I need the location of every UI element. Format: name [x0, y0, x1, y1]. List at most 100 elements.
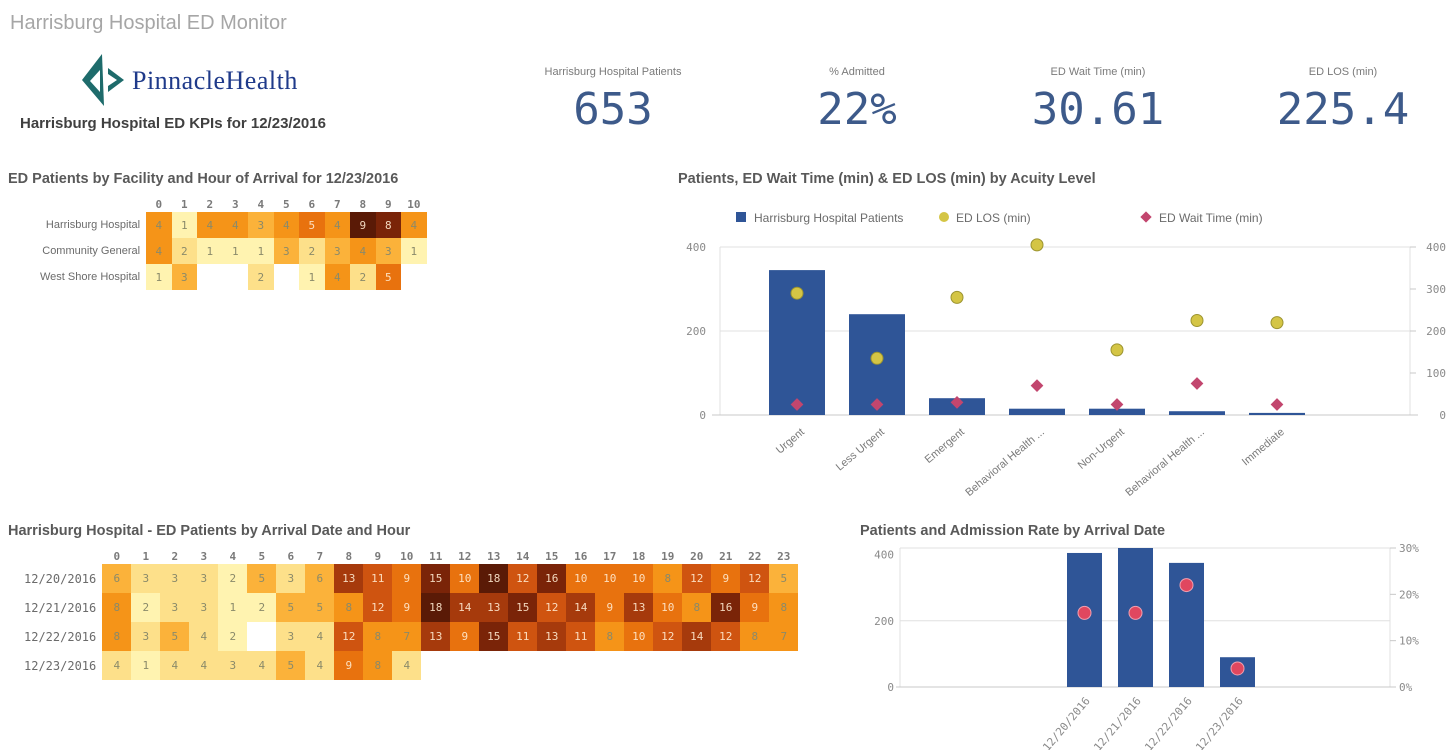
heatmap-cell[interactable]: 11: [566, 622, 596, 651]
heatmap-cell[interactable]: 4: [247, 651, 277, 680]
los-point[interactable]: [950, 290, 964, 304]
heatmap-cell[interactable]: 3: [171, 264, 198, 290]
heatmap-cell[interactable]: 4: [189, 651, 219, 680]
heatmap-cell[interactable]: 14: [450, 593, 480, 622]
heatmap-cell[interactable]: 12: [363, 593, 393, 622]
heatmap-cell[interactable]: 4: [102, 651, 132, 680]
heatmap-cell[interactable]: 9: [392, 593, 422, 622]
bar[interactable]: [1169, 411, 1225, 415]
admission-rate-point[interactable]: [1230, 661, 1245, 676]
heatmap-cell[interactable]: 4: [350, 238, 376, 264]
heatmap-cell[interactable]: [566, 651, 595, 680]
heatmap-cell[interactable]: [769, 651, 798, 680]
heatmap-cell[interactable]: 3: [273, 238, 300, 264]
heatmap-cell[interactable]: 11: [363, 564, 393, 593]
heatmap-cell[interactable]: 1: [248, 238, 274, 264]
heatmap-cell[interactable]: 13: [479, 593, 509, 622]
heatmap-cell[interactable]: 5: [299, 212, 325, 238]
heatmap-cell[interactable]: 2: [218, 564, 248, 593]
heatmap-cell[interactable]: 9: [350, 212, 376, 238]
heatmap-cell[interactable]: 6: [305, 564, 335, 593]
heatmap-cell[interactable]: 3: [131, 622, 161, 651]
bar[interactable]: [1009, 408, 1065, 415]
heatmap-cell[interactable]: [537, 651, 566, 680]
heatmap-cell[interactable]: 5: [769, 564, 799, 593]
heatmap-cell[interactable]: 4: [197, 212, 223, 238]
heatmap-cell[interactable]: 10: [624, 564, 654, 593]
heatmap-cell[interactable]: 2: [299, 238, 325, 264]
heatmap-cell[interactable]: 3: [218, 651, 248, 680]
heatmap-cell[interactable]: 2: [171, 238, 198, 264]
heatmap-cell[interactable]: 4: [222, 212, 249, 238]
heatmap-cell[interactable]: [223, 264, 249, 290]
heatmap-cell[interactable]: 9: [595, 593, 625, 622]
heatmap-cell[interactable]: 16: [711, 593, 741, 622]
wait-point[interactable]: [1030, 379, 1044, 392]
heatmap-cell[interactable]: 16: [537, 564, 567, 593]
heatmap-cell[interactable]: [711, 651, 740, 680]
los-point[interactable]: [1270, 316, 1284, 330]
heatmap-cell[interactable]: 8: [653, 564, 683, 593]
admission-rate-point[interactable]: [1179, 578, 1194, 593]
heatmap-cell[interactable]: 4: [324, 264, 351, 290]
bar[interactable]: [1249, 412, 1305, 415]
heatmap-cell[interactable]: 5: [160, 622, 190, 651]
heatmap-cell[interactable]: 4: [324, 212, 351, 238]
heatmap-cell[interactable]: 2: [350, 264, 376, 290]
heatmap-cell[interactable]: 9: [334, 651, 364, 680]
heatmap-cell[interactable]: 1: [218, 593, 248, 622]
heatmap-cell[interactable]: 12: [508, 564, 538, 593]
heatmap-cell[interactable]: 13: [624, 593, 654, 622]
heatmap-cell[interactable]: 8: [740, 622, 770, 651]
admission-chart[interactable]: 02004000%10%20%30%12/20/201612/21/201612…: [850, 540, 1454, 750]
date-heatmap[interactable]: 0 1 2 3 4 5 6 7 8 9 10 11 12 13 14 15 16 17 18 19 20 21 22 23 12…: [24, 548, 799, 680]
heatmap-cell[interactable]: 5: [375, 264, 402, 290]
heatmap-cell[interactable]: 10: [624, 622, 654, 651]
heatmap-cell[interactable]: 9: [711, 564, 741, 593]
heatmap-cell[interactable]: 3: [189, 593, 219, 622]
heatmap-cell[interactable]: 9: [740, 593, 770, 622]
heatmap-cell[interactable]: [740, 651, 769, 680]
heatmap-cell[interactable]: 14: [682, 622, 712, 651]
heatmap-cell[interactable]: 1: [171, 212, 198, 238]
heatmap-cell[interactable]: [401, 264, 427, 290]
heatmap-cell[interactable]: 4: [189, 622, 219, 651]
heatmap-cell[interactable]: [595, 651, 624, 680]
heatmap-cell[interactable]: 12: [653, 622, 683, 651]
heatmap-cell[interactable]: 8: [769, 593, 799, 622]
heatmap-cell[interactable]: 5: [276, 593, 306, 622]
wait-point[interactable]: [1190, 377, 1204, 390]
heatmap-cell[interactable]: 15: [508, 593, 538, 622]
heatmap-cell[interactable]: 8: [682, 593, 712, 622]
heatmap-cell[interactable]: [450, 651, 479, 680]
heatmap-cell[interactable]: 8: [363, 651, 393, 680]
wait-point[interactable]: [1270, 398, 1284, 411]
heatmap-cell[interactable]: 10: [595, 564, 625, 593]
heatmap-cell[interactable]: 1: [197, 238, 223, 264]
heatmap-cell[interactable]: 4: [160, 651, 190, 680]
heatmap-cell[interactable]: 8: [334, 593, 364, 622]
heatmap-cell[interactable]: 3: [276, 622, 306, 651]
heatmap-cell[interactable]: 4: [146, 212, 172, 238]
heatmap-cell[interactable]: 3: [189, 564, 219, 593]
heatmap-cell[interactable]: 4: [305, 622, 335, 651]
heatmap-cell[interactable]: 5: [305, 593, 335, 622]
heatmap-cell[interactable]: 18: [421, 593, 451, 622]
heatmap-cell[interactable]: 12: [682, 564, 712, 593]
heatmap-cell[interactable]: 3: [160, 593, 190, 622]
heatmap-cell[interactable]: 6: [102, 564, 132, 593]
heatmap-cell[interactable]: 13: [334, 564, 364, 593]
los-point[interactable]: [1190, 314, 1204, 327]
heatmap-cell[interactable]: 8: [102, 622, 132, 651]
heatmap-cell[interactable]: 4: [392, 651, 422, 680]
heatmap-cell[interactable]: 12: [740, 564, 770, 593]
heatmap-cell[interactable]: 3: [131, 564, 161, 593]
heatmap-cell[interactable]: 4: [305, 651, 335, 680]
heatmap-cell[interactable]: 3: [160, 564, 190, 593]
heatmap-cell[interactable]: 2: [218, 622, 248, 651]
heatmap-cell[interactable]: 1: [299, 264, 325, 290]
heatmap-cell[interactable]: 1: [131, 651, 161, 680]
heatmap-cell[interactable]: 4: [146, 238, 172, 264]
heatmap-cell[interactable]: 3: [248, 212, 274, 238]
heatmap-cell[interactable]: 13: [537, 622, 567, 651]
